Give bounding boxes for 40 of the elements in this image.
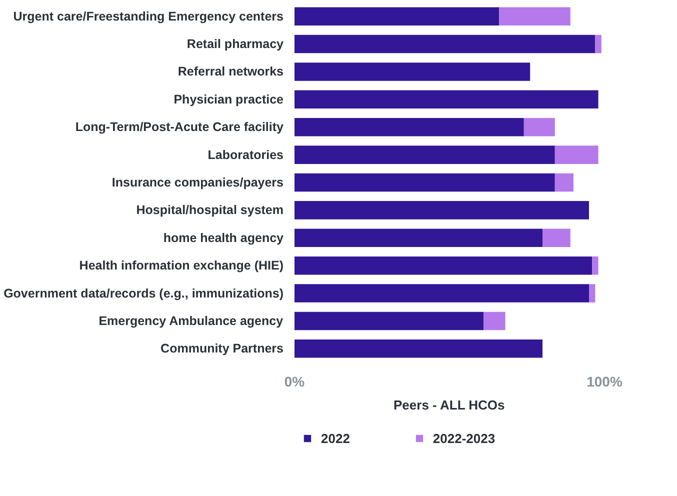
x-axis-title: Peers - ALL HCOs (394, 398, 505, 412)
bar (294, 284, 589, 302)
bar (294, 256, 592, 275)
bar (294, 34, 596, 54)
y-tick-label: Urgent care/Freestanding Emergency centers (13, 9, 284, 24)
y-tick-label: Community Partners (160, 342, 284, 356)
bar (294, 201, 589, 220)
y-tick-label: Government data/records (e.g., immunizations) (4, 286, 284, 300)
bar (554, 173, 574, 192)
bar (592, 256, 598, 275)
y-tick-label: Physician practice (174, 92, 284, 106)
legend-label: 2022-2023 (432, 430, 496, 446)
y-tick-label: Hospital/hospital system (136, 203, 284, 218)
y-tick-label: Long-Term/Post-Acute Care facility (75, 120, 284, 134)
y-tick-label: Retail pharmacy (186, 37, 284, 52)
bar (524, 118, 555, 136)
bar (589, 284, 596, 302)
y-tick-label: Referral networks (178, 64, 284, 79)
bar (294, 340, 542, 358)
bar (595, 34, 602, 54)
y-tick-label: Emergency Ambulance agency (98, 314, 284, 328)
bar (499, 7, 570, 26)
bar (294, 228, 542, 248)
y-tick-label: Insurance companies/payers (112, 176, 284, 190)
legend-label: 2022 (321, 430, 350, 446)
bar (294, 62, 530, 81)
bar (294, 118, 524, 136)
bar (554, 146, 598, 164)
y-tick-label: Laboratories (208, 148, 284, 162)
x-tick-label: 100% (586, 374, 623, 390)
bar (294, 90, 598, 109)
y-tick-label: Health information exchange (HIE) (79, 258, 284, 273)
bar (294, 7, 500, 26)
bar (542, 228, 570, 248)
x-tick-label: 0% (284, 374, 306, 390)
bar (294, 312, 484, 330)
y-tick-label: home health agency (163, 230, 284, 245)
bar (294, 146, 555, 164)
bar (484, 312, 506, 330)
bar (294, 173, 555, 192)
